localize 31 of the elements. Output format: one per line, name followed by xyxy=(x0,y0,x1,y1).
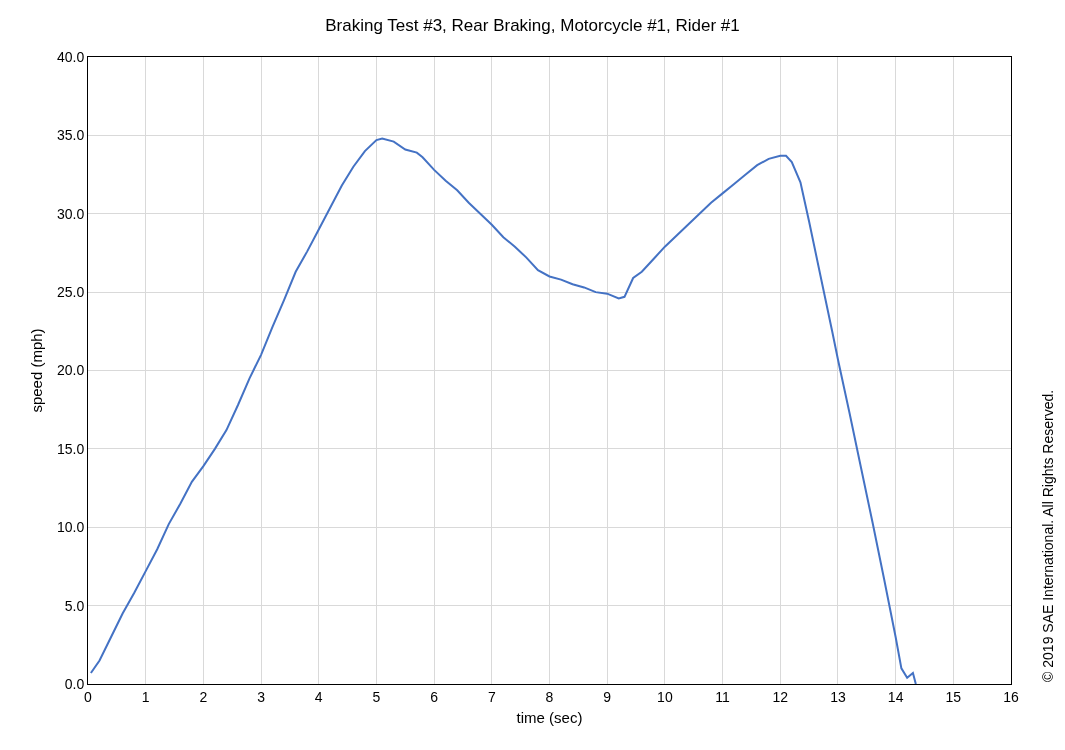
x-tick-label: 14 xyxy=(887,688,904,705)
text: © 2019 SAE International. All Rights Reserved. xyxy=(1039,389,1056,682)
y-tick-label: 20.0 xyxy=(56,362,85,379)
y-tick-label: 0.0 xyxy=(64,675,85,692)
y-tick-label: 5.0 xyxy=(64,597,85,614)
line-series xyxy=(89,137,917,684)
x-tick-label: 16 xyxy=(1003,688,1019,705)
x-axis-title: time (sec) xyxy=(516,708,583,726)
y-tick-label: 35.0 xyxy=(56,127,85,144)
y-tick-label: 15.0 xyxy=(56,440,85,457)
x-tick-label: 6 xyxy=(430,688,439,705)
x-tick-label: 0 xyxy=(84,688,93,705)
x-tick-label: 10 xyxy=(657,688,673,705)
x-tick-label: 9 xyxy=(603,688,612,705)
x-tick-label: 2 xyxy=(199,688,208,705)
x-tick-label: 13 xyxy=(830,688,846,705)
x-tick-label: 5 xyxy=(372,688,381,705)
y-tick-label: 30.0 xyxy=(56,205,85,222)
x-tick-label: 7 xyxy=(487,688,496,705)
chart-title: Braking Test #3, Rear Braking, Motorcycle #1, Rider #1 xyxy=(325,15,740,35)
y-tick-label: 40.0 xyxy=(56,48,85,65)
x-tick-label: 3 xyxy=(257,688,266,705)
x-tick-label: 15 xyxy=(945,688,962,705)
x-tick-label: 12 xyxy=(772,688,789,705)
x-tick-label: 4 xyxy=(314,688,323,705)
y-tick-label: 25.0 xyxy=(56,284,85,301)
y-axis-title: speed (mph) xyxy=(28,328,46,413)
y-tick-label: 10.0 xyxy=(56,519,85,536)
x-tick-label: 1 xyxy=(141,688,150,705)
x-tick-label: 8 xyxy=(545,688,554,705)
x-tick-label: 11 xyxy=(715,688,731,705)
